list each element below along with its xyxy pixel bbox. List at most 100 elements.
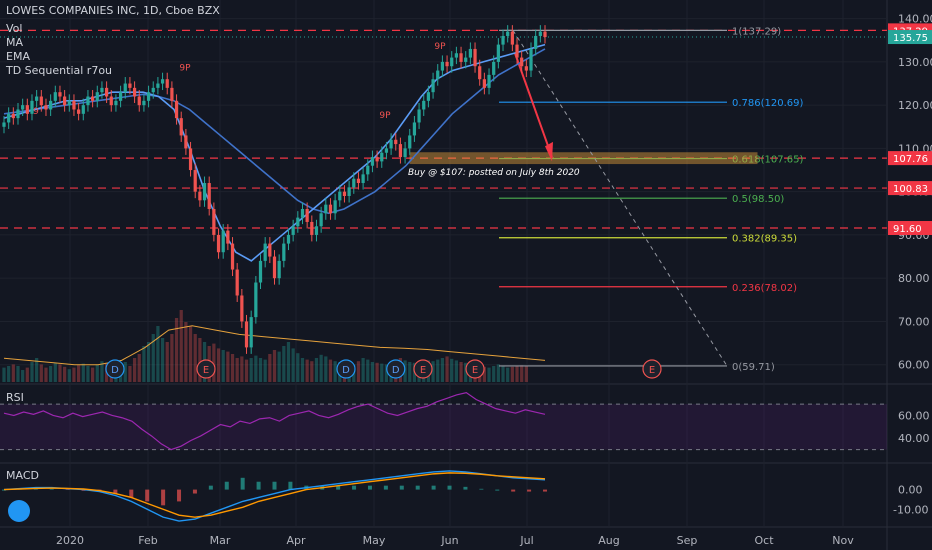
td-sequential-marker: 9	[33, 107, 39, 117]
candle-body	[35, 96, 39, 101]
indicator-ema[interactable]: EMA	[6, 50, 30, 63]
x-tick-label: Nov	[832, 534, 854, 547]
candle-body	[207, 183, 211, 209]
candle-body	[277, 260, 281, 279]
candle-body	[506, 31, 510, 36]
macd-histogram-bar	[113, 489, 118, 494]
candle-body	[254, 282, 258, 318]
indicator-ma[interactable]: MA	[6, 36, 24, 49]
macd-histogram-bar	[161, 489, 166, 506]
volume-bar	[384, 364, 389, 382]
event-marker-circle	[336, 359, 356, 379]
volume-bar	[156, 326, 160, 382]
candle-body	[464, 57, 468, 62]
td-sequential-marker: 9P	[379, 111, 391, 121]
candle-body	[25, 105, 29, 114]
macd-histogram-bar	[352, 485, 357, 490]
candle-body	[95, 92, 99, 101]
volume-bar	[291, 348, 295, 382]
fib-level-label: 0(59.71)	[732, 362, 775, 373]
candle-body	[268, 243, 272, 257]
price-label-badge	[888, 151, 932, 166]
candle-body	[524, 66, 528, 71]
price-label-badge	[888, 30, 932, 45]
macd-histogram-bar	[49, 488, 54, 490]
candle-body	[156, 83, 160, 88]
volume-bar	[431, 361, 435, 382]
candle-body	[2, 122, 6, 127]
candle-body	[445, 61, 449, 67]
macd-histogram-bar	[256, 481, 261, 490]
volume-bar	[230, 354, 235, 382]
volume-bar	[272, 350, 277, 382]
candle-body	[319, 213, 323, 227]
candle-body	[454, 53, 459, 58]
tradingview-logo-icon[interactable]	[8, 500, 30, 522]
event-marker-circle	[105, 359, 125, 379]
indicator-vol[interactable]: Vol	[6, 22, 23, 35]
candle-body	[174, 100, 179, 119]
candle-body	[58, 92, 62, 97]
volume-bar	[263, 359, 267, 382]
macd-histogram-bar	[463, 486, 468, 490]
x-tick-label: Mar	[210, 534, 231, 547]
volume-bar	[258, 358, 263, 382]
volume-bar	[482, 366, 486, 382]
macd-histogram-bar	[2, 489, 6, 491]
candle-body	[324, 204, 328, 214]
volume-bar	[100, 361, 104, 382]
volume-bar	[193, 334, 197, 382]
candle-body	[296, 217, 300, 227]
candle-body	[202, 183, 207, 201]
macd-pane-label[interactable]: MACD	[6, 469, 39, 482]
volume-bar	[254, 355, 258, 382]
event-marker-label: E	[203, 365, 209, 376]
candle-body	[16, 109, 20, 119]
macd-histogram-bar	[288, 481, 293, 490]
candle-body	[258, 260, 263, 283]
macd-histogram-bar	[527, 489, 532, 492]
indicator-td-sequential[interactable]: TD Sequential r7ou	[6, 64, 113, 77]
volume-bar	[324, 356, 328, 382]
volume-ma-line	[3, 325, 546, 366]
volume-bar	[375, 362, 379, 382]
candle-body	[63, 96, 67, 106]
rsi-pane-label[interactable]: RSI	[6, 391, 24, 404]
volume-bar	[90, 367, 95, 382]
macd-histogram-bar	[192, 489, 197, 494]
macd-histogram-bar	[511, 489, 516, 492]
volume-bar	[137, 354, 141, 382]
price-tick-label: 140.00	[898, 13, 932, 26]
volume-bar	[235, 358, 239, 382]
fib-level-label: 0.618(107.65)	[732, 155, 804, 166]
macd-histogram-bar	[383, 485, 388, 490]
candle-body	[244, 321, 249, 348]
candle-body	[240, 295, 244, 322]
volume-bar	[492, 366, 496, 382]
volume-bar	[496, 364, 500, 382]
price-label-badge	[888, 181, 932, 196]
price-label-text: 100.83	[893, 184, 928, 195]
candle-body	[408, 135, 412, 149]
fib-trend-line	[512, 30, 728, 367]
volume-bar	[95, 364, 99, 382]
buy-zone-highlight	[409, 152, 758, 165]
candle-body	[123, 83, 127, 93]
volume-bar	[165, 342, 169, 382]
volume-bar	[72, 367, 76, 382]
candle-body	[356, 178, 361, 184]
candle-body	[338, 191, 342, 201]
volume-bar	[132, 358, 137, 382]
macd-histogram-bar	[431, 485, 436, 490]
event-marker-label: D	[111, 365, 119, 376]
candle-body	[53, 92, 57, 101]
candle-body	[21, 105, 25, 110]
volume-bar	[77, 365, 81, 382]
candle-body	[333, 200, 337, 214]
volume-bar	[459, 362, 463, 382]
candle-body	[226, 230, 230, 244]
volume-bar	[445, 356, 449, 382]
event-marker-label: D	[392, 365, 400, 376]
candle-body	[459, 53, 463, 62]
